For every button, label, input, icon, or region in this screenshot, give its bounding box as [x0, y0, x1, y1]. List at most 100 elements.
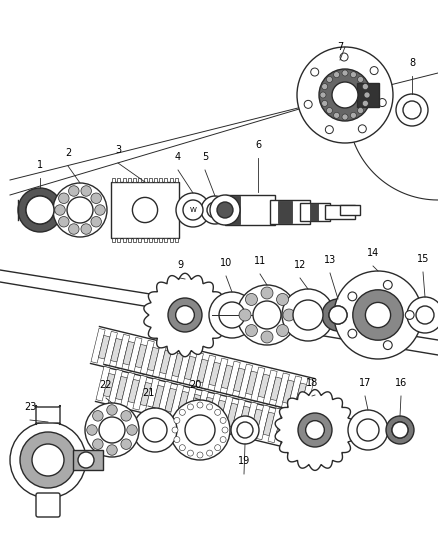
FancyBboxPatch shape [128, 178, 131, 182]
FancyBboxPatch shape [133, 238, 136, 242]
Circle shape [357, 419, 379, 441]
Text: W: W [190, 207, 196, 213]
Text: 12: 12 [294, 260, 306, 270]
Circle shape [332, 82, 358, 108]
Circle shape [176, 193, 210, 227]
FancyBboxPatch shape [144, 238, 146, 242]
Circle shape [69, 224, 79, 235]
Circle shape [172, 427, 178, 433]
Circle shape [348, 329, 357, 338]
Circle shape [201, 196, 229, 224]
FancyBboxPatch shape [154, 178, 157, 182]
Circle shape [107, 445, 117, 455]
Circle shape [358, 125, 366, 133]
FancyBboxPatch shape [149, 238, 152, 242]
Circle shape [220, 437, 226, 442]
Polygon shape [140, 340, 154, 375]
FancyBboxPatch shape [164, 238, 167, 242]
Text: 17: 17 [359, 378, 371, 388]
Polygon shape [300, 421, 311, 445]
Circle shape [342, 114, 348, 120]
FancyBboxPatch shape [170, 238, 173, 242]
Circle shape [378, 99, 386, 107]
Circle shape [342, 70, 348, 76]
Polygon shape [123, 341, 134, 365]
FancyBboxPatch shape [175, 238, 178, 242]
Text: 6: 6 [255, 140, 261, 150]
FancyBboxPatch shape [340, 205, 360, 215]
FancyBboxPatch shape [123, 178, 126, 182]
Circle shape [353, 290, 403, 340]
Circle shape [348, 292, 357, 301]
Polygon shape [157, 381, 172, 416]
Polygon shape [238, 364, 253, 399]
Circle shape [239, 309, 251, 321]
Text: 14: 14 [367, 248, 379, 258]
Polygon shape [207, 393, 221, 428]
Polygon shape [280, 411, 294, 446]
Polygon shape [140, 382, 152, 406]
Polygon shape [128, 337, 142, 372]
Circle shape [197, 452, 203, 458]
FancyBboxPatch shape [128, 238, 131, 242]
Circle shape [92, 439, 103, 449]
Circle shape [326, 108, 332, 114]
Circle shape [185, 415, 215, 445]
Circle shape [143, 418, 167, 442]
Circle shape [293, 300, 323, 330]
Polygon shape [276, 415, 287, 439]
FancyBboxPatch shape [300, 203, 330, 221]
Circle shape [386, 416, 414, 444]
FancyBboxPatch shape [225, 195, 275, 225]
Circle shape [133, 408, 177, 452]
Polygon shape [160, 350, 171, 374]
Polygon shape [214, 400, 226, 424]
Polygon shape [182, 387, 196, 422]
Circle shape [215, 409, 221, 415]
Circle shape [245, 294, 258, 305]
Circle shape [53, 183, 107, 237]
FancyBboxPatch shape [138, 238, 141, 242]
Polygon shape [116, 334, 130, 369]
Polygon shape [189, 352, 203, 387]
FancyBboxPatch shape [73, 450, 103, 470]
FancyBboxPatch shape [36, 493, 60, 517]
Polygon shape [305, 417, 319, 451]
Polygon shape [197, 359, 208, 383]
Circle shape [261, 331, 273, 343]
FancyBboxPatch shape [112, 178, 115, 182]
Polygon shape [288, 376, 302, 410]
FancyBboxPatch shape [144, 178, 146, 182]
Circle shape [174, 437, 180, 442]
Polygon shape [91, 328, 105, 363]
Text: 13: 13 [324, 255, 336, 265]
Circle shape [348, 410, 388, 450]
Circle shape [26, 196, 54, 224]
Polygon shape [170, 384, 184, 419]
Circle shape [362, 100, 368, 107]
Polygon shape [184, 356, 196, 380]
Polygon shape [202, 397, 213, 421]
Circle shape [174, 417, 180, 423]
Circle shape [179, 409, 185, 415]
Circle shape [311, 68, 319, 76]
Circle shape [85, 403, 139, 457]
Circle shape [334, 271, 422, 359]
Polygon shape [251, 409, 262, 433]
Circle shape [210, 195, 240, 225]
Circle shape [365, 302, 391, 328]
Polygon shape [209, 362, 221, 386]
Circle shape [197, 402, 203, 408]
Polygon shape [221, 365, 233, 389]
Circle shape [207, 404, 212, 410]
Circle shape [253, 301, 281, 329]
Circle shape [350, 71, 357, 78]
Circle shape [329, 306, 347, 324]
Circle shape [91, 193, 102, 204]
FancyBboxPatch shape [159, 178, 162, 182]
Text: 9: 9 [177, 260, 183, 270]
Circle shape [405, 311, 414, 319]
Text: 20: 20 [189, 380, 201, 390]
Circle shape [121, 439, 131, 449]
Circle shape [215, 445, 221, 451]
